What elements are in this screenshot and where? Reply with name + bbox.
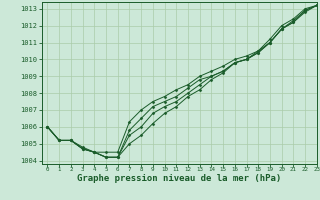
X-axis label: Graphe pression niveau de la mer (hPa): Graphe pression niveau de la mer (hPa) — [77, 174, 281, 183]
